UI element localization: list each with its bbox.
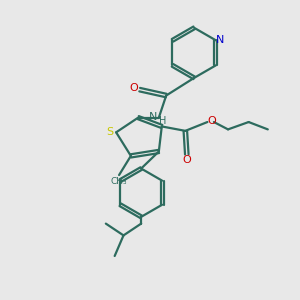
Text: N: N [215, 35, 224, 45]
Text: CH₃: CH₃ [111, 177, 128, 186]
Text: O: O [208, 116, 216, 126]
Text: O: O [129, 83, 138, 93]
Text: O: O [182, 155, 191, 165]
Text: N: N [149, 112, 158, 122]
Text: S: S [106, 127, 113, 137]
Text: H: H [159, 116, 166, 126]
